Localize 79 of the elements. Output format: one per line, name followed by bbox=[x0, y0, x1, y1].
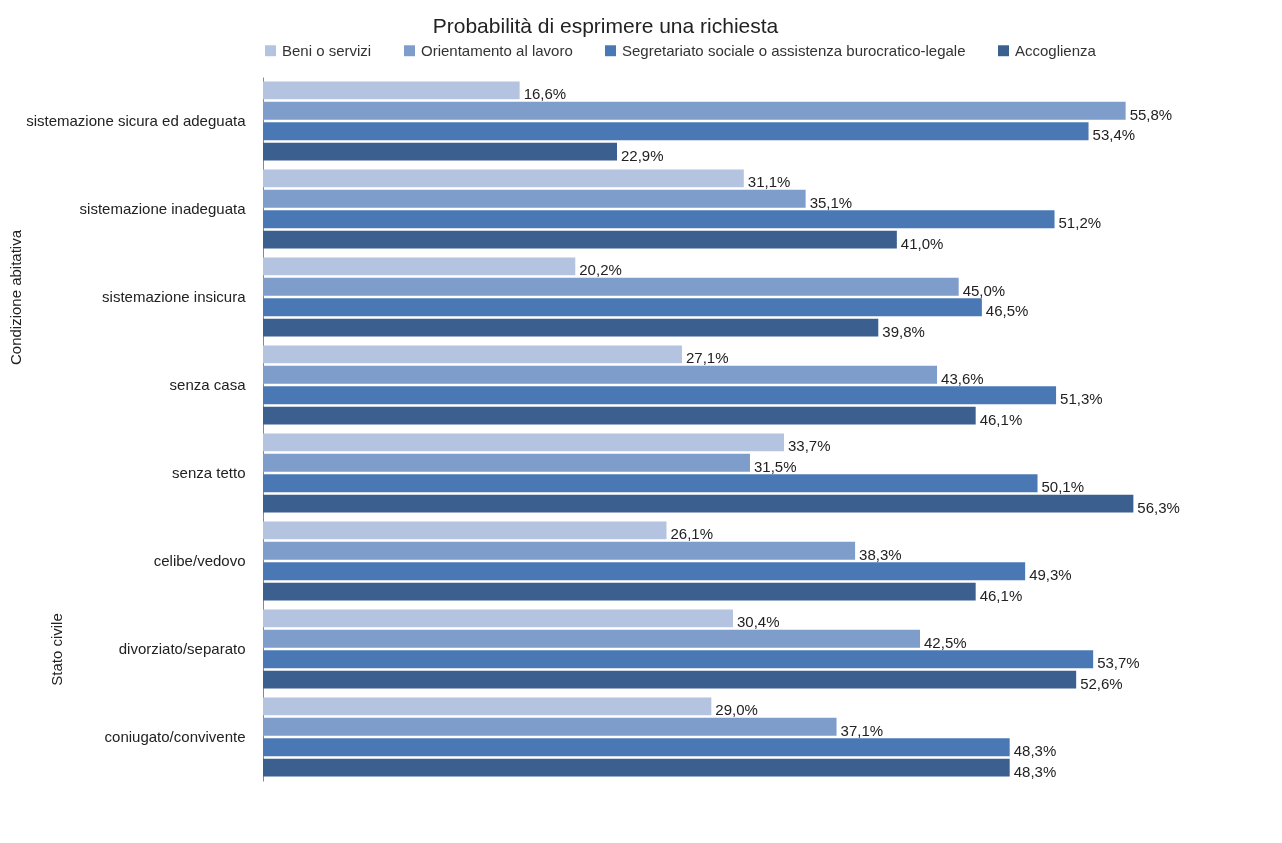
data-label: 56,3% bbox=[1137, 498, 1180, 516]
bar bbox=[263, 738, 1010, 757]
data-label: 22,9% bbox=[621, 146, 664, 164]
bar bbox=[263, 650, 1094, 669]
data-label: 53,4% bbox=[1092, 126, 1136, 144]
legend-label: Segretariato sociale o assistenza burocratico-legale bbox=[622, 41, 966, 59]
y-tick-label: sistemazione inadeguata bbox=[79, 200, 247, 217]
data-label: 52,6% bbox=[1080, 674, 1123, 692]
bar bbox=[263, 189, 806, 208]
data-label: 39,8% bbox=[882, 322, 925, 340]
data-label: 30,4% bbox=[736, 613, 780, 631]
data-label: 51,2% bbox=[1058, 214, 1102, 232]
y-tick-label: senza tetto bbox=[172, 464, 246, 481]
data-label: 33,7% bbox=[787, 437, 831, 455]
bar bbox=[263, 494, 1134, 513]
y-axis-title: Stato civile bbox=[47, 613, 65, 686]
data-label: 42,5% bbox=[924, 633, 967, 651]
data-label: 51,3% bbox=[1060, 390, 1103, 408]
data-label: 29,0% bbox=[715, 701, 758, 719]
data-label: 31,1% bbox=[747, 173, 791, 191]
data-label: 48,3% bbox=[1013, 762, 1057, 780]
bar bbox=[263, 582, 976, 601]
data-label: 50,1% bbox=[1041, 478, 1085, 496]
bar bbox=[263, 697, 712, 716]
data-label: 46,5% bbox=[985, 302, 1029, 320]
bar bbox=[263, 670, 1077, 689]
data-label: 43,6% bbox=[941, 369, 984, 387]
bar bbox=[263, 433, 784, 452]
bar bbox=[263, 298, 982, 317]
data-label: 55,8% bbox=[1129, 105, 1173, 123]
data-label: 38,3% bbox=[859, 545, 902, 563]
y-tick-label: sistemazione insicura bbox=[102, 288, 247, 305]
bar bbox=[263, 169, 744, 188]
bar bbox=[263, 406, 976, 425]
legend-label: Beni o servizi bbox=[282, 41, 372, 59]
data-label: 41,0% bbox=[900, 234, 944, 252]
chart-title: Probabilità di esprimere una richiesta bbox=[432, 14, 779, 37]
data-label: 20,2% bbox=[579, 261, 622, 279]
legend-label: Accoglienza bbox=[1015, 41, 1097, 59]
bar bbox=[263, 365, 938, 384]
bar bbox=[263, 122, 1089, 141]
bar bbox=[263, 717, 837, 736]
data-label: 45,0% bbox=[962, 281, 1006, 299]
bar bbox=[263, 81, 520, 100]
data-label: 48,3% bbox=[1013, 742, 1057, 760]
y-tick-label: coniugato/convivente bbox=[104, 728, 246, 745]
y-tick-label: celibe/vedovo bbox=[153, 552, 246, 569]
data-label: 26,1% bbox=[670, 525, 714, 543]
data-label: 46,1% bbox=[979, 586, 1023, 604]
data-label: 35,1% bbox=[809, 193, 853, 211]
data-label: 49,3% bbox=[1029, 566, 1072, 584]
bar bbox=[263, 277, 959, 296]
bar bbox=[263, 318, 879, 337]
data-label: 46,1% bbox=[979, 410, 1023, 428]
bar bbox=[263, 609, 733, 628]
bar bbox=[263, 101, 1126, 120]
data-label: 31,5% bbox=[753, 457, 797, 475]
y-tick-label: sistemazione sicura ed adeguata bbox=[26, 112, 247, 129]
bar bbox=[263, 257, 576, 276]
data-label: 16,6% bbox=[523, 85, 567, 103]
bar bbox=[263, 758, 1010, 777]
y-tick-label: senza casa bbox=[169, 376, 247, 393]
bar bbox=[263, 230, 897, 249]
legend-label: Orientamento al lavoro bbox=[421, 41, 573, 59]
data-label: 27,1% bbox=[685, 349, 729, 367]
bar bbox=[263, 210, 1055, 229]
bar bbox=[263, 453, 750, 472]
bar bbox=[263, 474, 1038, 493]
bar bbox=[263, 521, 667, 540]
data-label: 37,1% bbox=[840, 721, 884, 739]
y-axis-title: Condizione abitativa bbox=[6, 229, 24, 366]
data-label: 53,7% bbox=[1097, 654, 1140, 672]
bar bbox=[263, 562, 1026, 581]
y-tick-label: divorziato/separato bbox=[118, 640, 246, 657]
bar bbox=[263, 629, 921, 648]
bar bbox=[263, 345, 682, 364]
bar bbox=[263, 142, 618, 161]
bar bbox=[263, 541, 856, 560]
bar bbox=[263, 386, 1057, 405]
